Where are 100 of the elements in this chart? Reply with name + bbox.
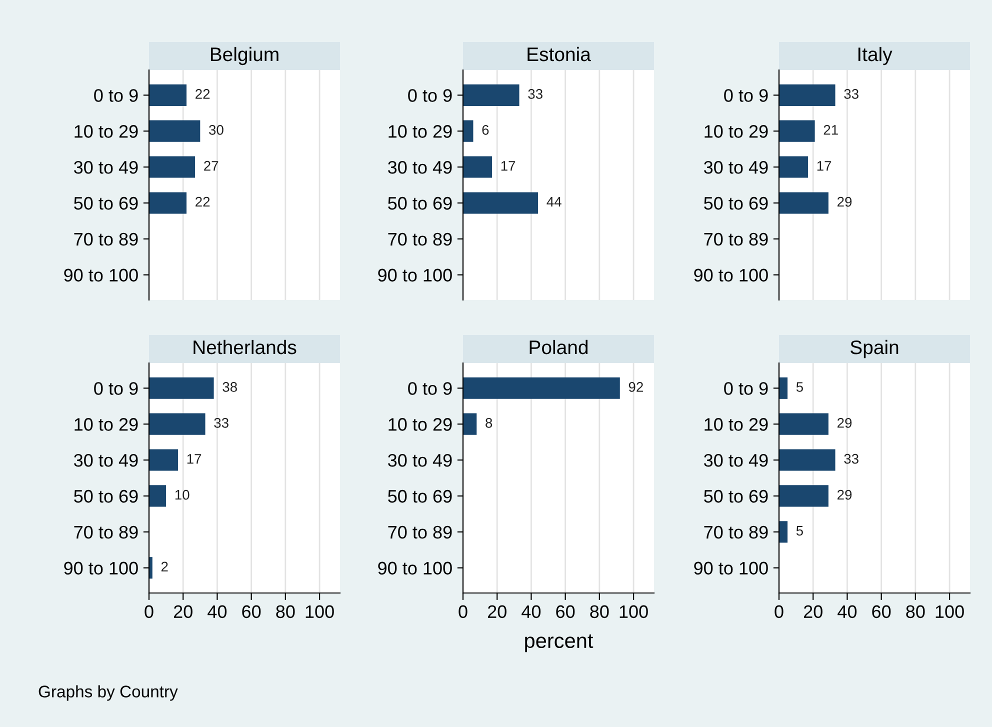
x-tick-label: 40 <box>208 605 227 618</box>
chart-title: Poland <box>530 340 588 354</box>
bar <box>779 485 828 507</box>
x-tick-label: 0 <box>144 605 154 618</box>
data-label: 33 <box>214 418 228 428</box>
y-tick-label: 0 to 9 <box>94 89 138 102</box>
y-tick-label: 30 to 49 <box>74 454 138 467</box>
bar <box>149 377 214 399</box>
data-label: 8 <box>486 418 492 428</box>
bar <box>779 521 788 543</box>
y-tick-label: 10 to 29 <box>704 418 768 431</box>
y-tick-label: 10 to 29 <box>388 125 452 138</box>
bar <box>779 413 828 435</box>
x-tick-label: 40 <box>838 605 857 618</box>
bar <box>779 377 788 399</box>
y-tick-label: 30 to 49 <box>388 454 452 467</box>
y-tick-label: 50 to 69 <box>74 196 138 210</box>
y-tick-label: 90 to 100 <box>64 268 138 282</box>
x-tick-label: 60 <box>242 605 261 618</box>
y-tick-label: 90 to 100 <box>694 562 768 575</box>
x-tick-label: 0 <box>774 605 784 618</box>
y-tick-label: 50 to 69 <box>388 490 452 503</box>
data-label: 29 <box>837 490 852 500</box>
y-tick-label: 0 to 9 <box>408 382 452 395</box>
y-tick-label: 0 to 9 <box>94 382 138 395</box>
chart-title: Belgium <box>210 46 278 66</box>
y-tick-label: 90 to 100 <box>378 562 452 575</box>
data-label: 17 <box>817 161 832 171</box>
data-label: 22 <box>196 196 210 207</box>
bar <box>779 449 836 471</box>
bar <box>149 485 166 507</box>
y-tick-label: 70 to 89 <box>704 526 768 539</box>
x-tick-label: 20 <box>488 605 506 618</box>
y-tick-label: 30 to 49 <box>704 160 768 174</box>
y-tick-label: 10 to 29 <box>704 125 768 138</box>
data-label: 21 <box>824 124 838 135</box>
x-axis-title: percent <box>525 634 594 652</box>
data-label: 17 <box>501 161 516 171</box>
y-tick-label: 10 to 29 <box>74 418 138 431</box>
data-label: 5 <box>796 382 803 392</box>
chart-title: Estonia <box>528 46 591 62</box>
data-label: 22 <box>196 89 210 99</box>
data-label: 29 <box>837 418 852 428</box>
bar <box>779 120 815 142</box>
bar <box>779 192 828 214</box>
data-label: 92 <box>628 382 643 392</box>
data-label: 29 <box>837 196 852 207</box>
y-tick-label: 70 to 89 <box>388 232 452 246</box>
data-label: 27 <box>204 160 218 171</box>
x-tick-label: 60 <box>556 605 575 618</box>
x-tick-label: 0 <box>458 605 468 618</box>
data-label: 33 <box>528 89 542 99</box>
y-tick-label: 30 to 49 <box>388 160 452 174</box>
chart-title: Spain <box>850 340 898 358</box>
data-label: 33 <box>844 89 858 99</box>
x-tick-label: 100 <box>936 605 964 618</box>
x-tick-label: 100 <box>306 605 334 618</box>
data-label: 44 <box>546 197 562 207</box>
x-tick-label: 40 <box>522 605 541 618</box>
data-label: 2 <box>161 562 168 572</box>
y-tick-label: 0 to 9 <box>724 382 768 395</box>
bar <box>463 84 520 106</box>
y-tick-label: 10 to 29 <box>388 418 452 431</box>
bar <box>149 449 178 471</box>
y-tick-label: 0 to 9 <box>408 89 452 102</box>
bar <box>149 413 206 435</box>
y-tick-label: 70 to 89 <box>74 232 138 246</box>
y-tick-label: 30 to 49 <box>704 454 768 467</box>
y-tick-label: 70 to 89 <box>704 232 768 246</box>
x-tick-label: 60 <box>872 605 891 618</box>
chart-title: Italy <box>858 46 892 66</box>
bar <box>779 156 808 178</box>
y-tick-label: 90 to 100 <box>64 562 138 575</box>
y-tick-label: 70 to 89 <box>74 526 138 539</box>
y-tick-label: 0 to 9 <box>724 89 768 102</box>
y-tick-label: 70 to 89 <box>388 526 452 539</box>
y-tick-label: 50 to 69 <box>388 196 452 210</box>
data-label: 6 <box>482 124 489 135</box>
bar <box>779 84 836 106</box>
chart-title: Netherlands <box>194 340 296 354</box>
x-tick-label: 100 <box>620 605 648 618</box>
y-tick-label: 10 to 29 <box>74 125 138 138</box>
bar <box>463 120 474 142</box>
data-label: 17 <box>187 454 202 464</box>
data-label: 33 <box>844 454 858 464</box>
y-tick-label: 50 to 69 <box>74 490 138 503</box>
y-tick-label: 90 to 100 <box>378 268 452 282</box>
y-tick-label: 50 to 69 <box>704 490 768 503</box>
x-tick-label: 80 <box>590 605 609 618</box>
x-tick-label: 20 <box>174 605 192 618</box>
data-label: 10 <box>175 490 190 500</box>
x-tick-label: 80 <box>906 605 925 618</box>
data-label: 38 <box>222 382 237 392</box>
y-tick-label: 90 to 100 <box>694 268 768 282</box>
bar <box>463 192 538 214</box>
text: Graphs by Country <box>38 685 178 701</box>
y-tick-label: 50 to 69 <box>704 196 768 210</box>
x-tick-label: 80 <box>276 605 295 618</box>
y-tick-label: 30 to 49 <box>74 160 138 174</box>
data-label: 30 <box>209 124 224 135</box>
